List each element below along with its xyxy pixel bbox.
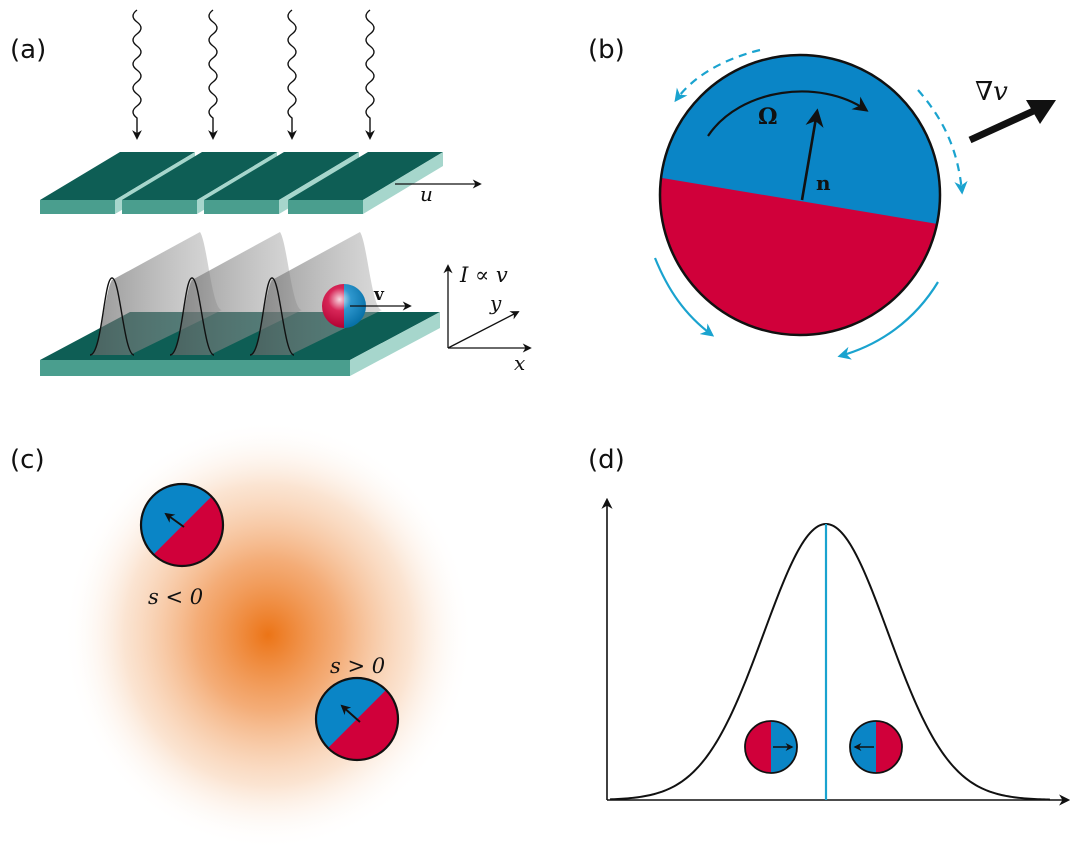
rotation-arrow [707, 90, 869, 137]
flow-arrows [653, 48, 968, 360]
flow-arrow-top-left [674, 48, 761, 103]
panel-d: (d) [588, 445, 1071, 806]
light-wave-1 [132, 9, 142, 140]
janus-particle-negative [139, 482, 225, 568]
panel-c-label: (c) [10, 445, 45, 475]
janus-disk-large [658, 53, 942, 337]
orientation-arrow-positive [340, 704, 361, 723]
s-negative-label: s < 0 [148, 585, 203, 609]
x-axis-label: x [514, 351, 525, 375]
mask-strip-4 [288, 152, 443, 214]
light-wave-4 [365, 9, 375, 140]
panel-d-label: (d) [588, 445, 625, 475]
s-positive-label: s > 0 [330, 654, 385, 678]
flow-arrow-bottom-left [653, 257, 715, 337]
omega-label: Ω [758, 104, 778, 130]
intensity-peaks [89, 232, 382, 356]
axis-y [447, 311, 520, 349]
grad-v-label: ∇v [975, 77, 1008, 107]
v-label: v [373, 285, 385, 305]
gaussian-curve [609, 522, 1051, 801]
janus-particle-right-of-peak [849, 720, 903, 774]
light-intensity-field [63, 420, 473, 845]
janus-particle-left-of-peak [744, 720, 798, 774]
n-label: n [816, 171, 831, 195]
panel-b-label: (b) [588, 35, 625, 65]
panel-a: (a) [10, 9, 532, 376]
intensity-label: I ∝ v [459, 263, 508, 287]
janus-particle-positive [314, 676, 400, 762]
light-wave-2 [208, 9, 218, 140]
orientation-arrow-negative [164, 512, 185, 528]
gradient-arrow [968, 104, 1042, 144]
panel-c: (c) s < 0 s > 0 [10, 420, 473, 845]
panel-b: (b) Ω n ∇v [588, 35, 1056, 360]
plot-axes [601, 497, 1071, 806]
panel-a-label: (a) [10, 35, 46, 65]
gradient-arrow-head [1026, 100, 1056, 124]
flow-arrow-top-right [917, 89, 968, 195]
u-label: u [420, 182, 433, 206]
flow-arrow-bottom-right [837, 281, 939, 360]
coordinate-axes [443, 264, 532, 353]
mask-strips [40, 152, 443, 214]
light-wave-3 [287, 9, 297, 140]
orientation-arrow [800, 108, 824, 201]
y-axis-label: y [489, 291, 502, 315]
light-waves [132, 9, 375, 140]
